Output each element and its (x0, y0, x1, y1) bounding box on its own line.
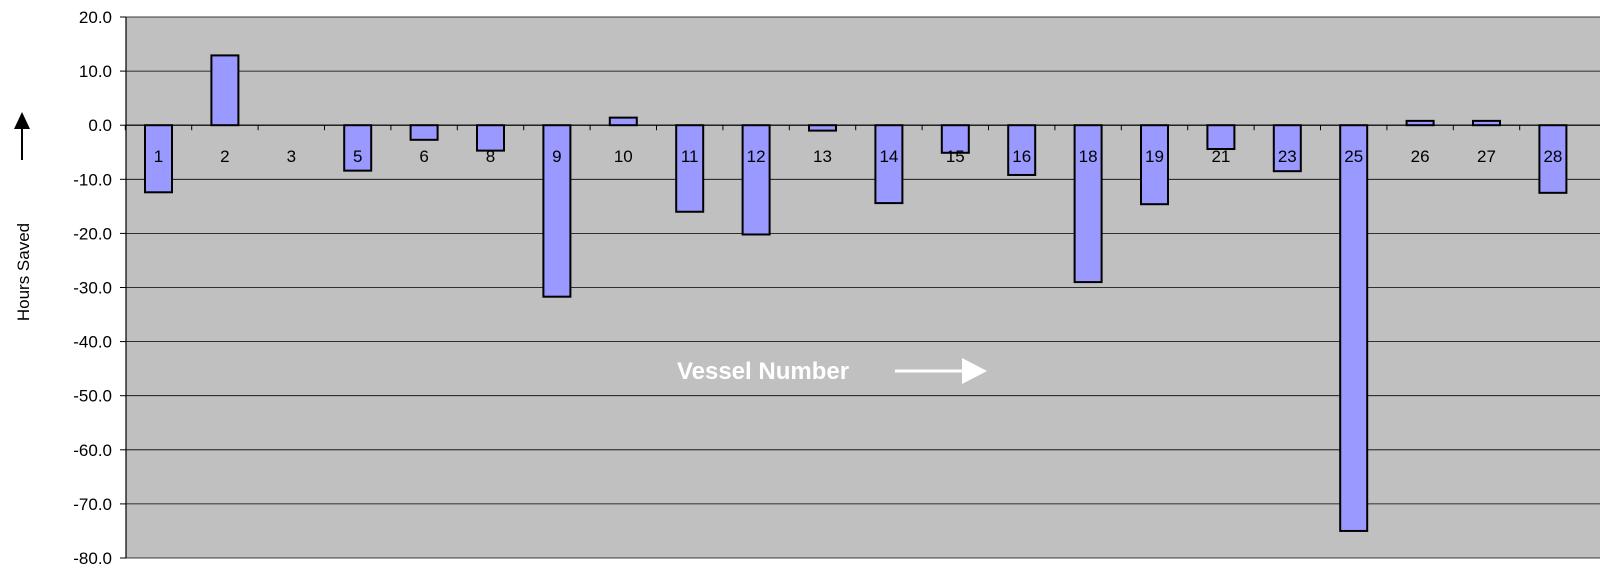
y-tick-label: -40.0 (73, 333, 112, 352)
x-tick-label: 25 (1344, 147, 1363, 166)
x-tick-label: 28 (1543, 147, 1562, 166)
bar-vessel-14 (874, 124, 904, 205)
x-tick-label: 18 (1079, 147, 1098, 166)
y-axis-title: Hours Saved (14, 223, 33, 321)
y-tick-label: 0.0 (88, 116, 112, 135)
bar-vessel-6 (409, 124, 439, 141)
x-tick-label: 23 (1278, 147, 1297, 166)
x-tick-label: 1 (154, 147, 163, 166)
bar-vessel-13 (808, 124, 837, 132)
right-arrow-icon (895, 358, 987, 384)
bar-vessel-28 (1538, 124, 1568, 194)
x-tick-label: 11 (681, 147, 699, 166)
bar-vessel-1 (144, 124, 173, 194)
x-tick-label: 12 (747, 147, 766, 166)
bar-vessel-8 (476, 124, 505, 152)
y-tick-label: -10.0 (73, 170, 112, 189)
x-tick-label: 21 (1211, 147, 1230, 166)
y-tick-label: 20.0 (79, 8, 112, 27)
x-tick-label: 27 (1477, 147, 1496, 166)
x-tick-label: 8 (486, 147, 495, 166)
x-tick-label: 5 (353, 147, 362, 166)
y-tick-label: -20.0 (73, 224, 112, 243)
y-tick-label: -70.0 (73, 495, 112, 514)
y-tick-label: -30.0 (73, 279, 112, 298)
y-tick-label: -60.0 (73, 441, 112, 460)
x-tick-label: 16 (1012, 147, 1031, 166)
x-tick-label: 3 (287, 147, 296, 166)
x-axis-annotation: Vessel Number (677, 358, 849, 385)
bar-vessel-19 (1140, 124, 1169, 206)
x-tick-label: 13 (813, 147, 832, 166)
y-tick-label: -50.0 (73, 387, 112, 406)
x-tick-label: 14 (879, 147, 898, 166)
bar-vessel-25 (1339, 124, 1369, 532)
x-tick-label: 26 (1411, 147, 1430, 166)
bar-vessel-9 (542, 124, 572, 298)
bar-vessel-10 (608, 116, 638, 127)
x-tick-label: 6 (419, 147, 428, 166)
bar-vessel-5 (343, 124, 373, 172)
y-tick-label: 10.0 (79, 62, 112, 81)
x-axis: 1 2 3 5 6 8 9 10 11 12 13 14 15 16 18 19 21 23 25 26 27 28 (124, 124, 1600, 166)
x-tick-label: 9 (552, 147, 561, 166)
bar-vessel-21 (1206, 124, 1236, 151)
bar-vessel-12 (741, 124, 771, 236)
bar-vessel-15 (940, 124, 970, 154)
x-tick-label: 10 (614, 147, 633, 166)
bar-vessel-27 (1472, 119, 1501, 127)
y-arrow-icon (14, 112, 30, 160)
bar-vessel-11 (675, 124, 705, 213)
y-tick-label: -80.0 (73, 549, 112, 568)
y-axis: 20.0 10.0 0.0 -10.0 -20.0 -30.0 -40.0 -50.0 -60.… (73, 8, 127, 568)
x-tick-label: 15 (946, 147, 965, 166)
bar-vessel-18 (1073, 124, 1103, 284)
x-tick-label: 2 (220, 147, 229, 166)
bar-vessel-26 (1405, 119, 1435, 127)
bar-vessel-2 (210, 54, 240, 127)
x-tick-label: 19 (1145, 147, 1164, 166)
